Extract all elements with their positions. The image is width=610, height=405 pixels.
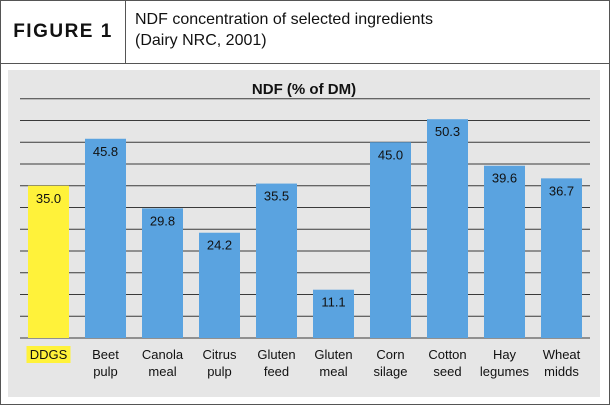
data-label: 35.5 [264,189,289,204]
figure-title-line-1: NDF concentration of selected ingredient… [135,11,433,28]
bar [28,185,69,338]
value-labels: 35.0 45.8 29.8 24.2 35.5 11.1 45.0 50.3 39.6 36.7 [36,124,574,310]
data-label: 36.7 [549,183,574,198]
bar [541,178,582,338]
category-label-highlight [26,346,71,363]
data-label: 24.2 [207,238,232,253]
category-label: Wheat [543,347,581,362]
category-label: feed [264,364,289,379]
category-label: DDGS [30,347,68,362]
data-label: 35.0 [36,191,61,206]
bar-chart: NDF (% of DM) 35.0 45.8 29.8 24.2 35.5 11.1 45… [20,81,590,379]
data-label: 29.8 [150,213,175,228]
category-label: seed [433,364,461,379]
category-label: silage [374,364,408,379]
figure-title: NDF concentration of selected ingredient… [135,9,595,51]
category-label: meal [319,364,347,379]
bar [256,183,297,338]
figure-header: FIGURE 1 NDF concentration of selected i… [1,1,609,64]
data-label: 45.8 [93,144,118,159]
data-label: 11.1 [321,295,345,310]
bar [199,232,240,338]
category-label: midds [544,364,579,379]
category-label: pulp [207,364,232,379]
category-label: Cotton [428,347,466,362]
figure-title-line-2: (Dairy NRC, 2001) [135,32,267,49]
category-label: meal [148,364,176,379]
bar [484,165,525,338]
category-label: Corn [376,347,404,362]
bar [370,142,411,338]
chart-title: NDF (% of DM) [252,81,356,98]
category-label: Canola [142,347,184,362]
category-label: Hay [493,347,517,362]
bar [313,289,354,338]
bars [28,119,582,338]
category-label: legumes [480,364,530,379]
category-label: Beet [92,347,119,362]
data-label: 45.0 [378,147,403,162]
bar [427,119,468,338]
category-label: Citrus [203,347,237,362]
data-label: 50.3 [435,124,460,139]
category-label: pulp [93,364,118,379]
data-label: 39.6 [492,171,517,186]
figure-label: FIGURE 1 [1,1,126,63]
bar [142,208,183,338]
category-label: Gluten [314,347,352,362]
category-label: Gluten [257,347,295,362]
category-labels: DDGS Beet pulp Canola meal Citrus pulp Gluten fe… [26,346,581,379]
bar [85,138,126,338]
